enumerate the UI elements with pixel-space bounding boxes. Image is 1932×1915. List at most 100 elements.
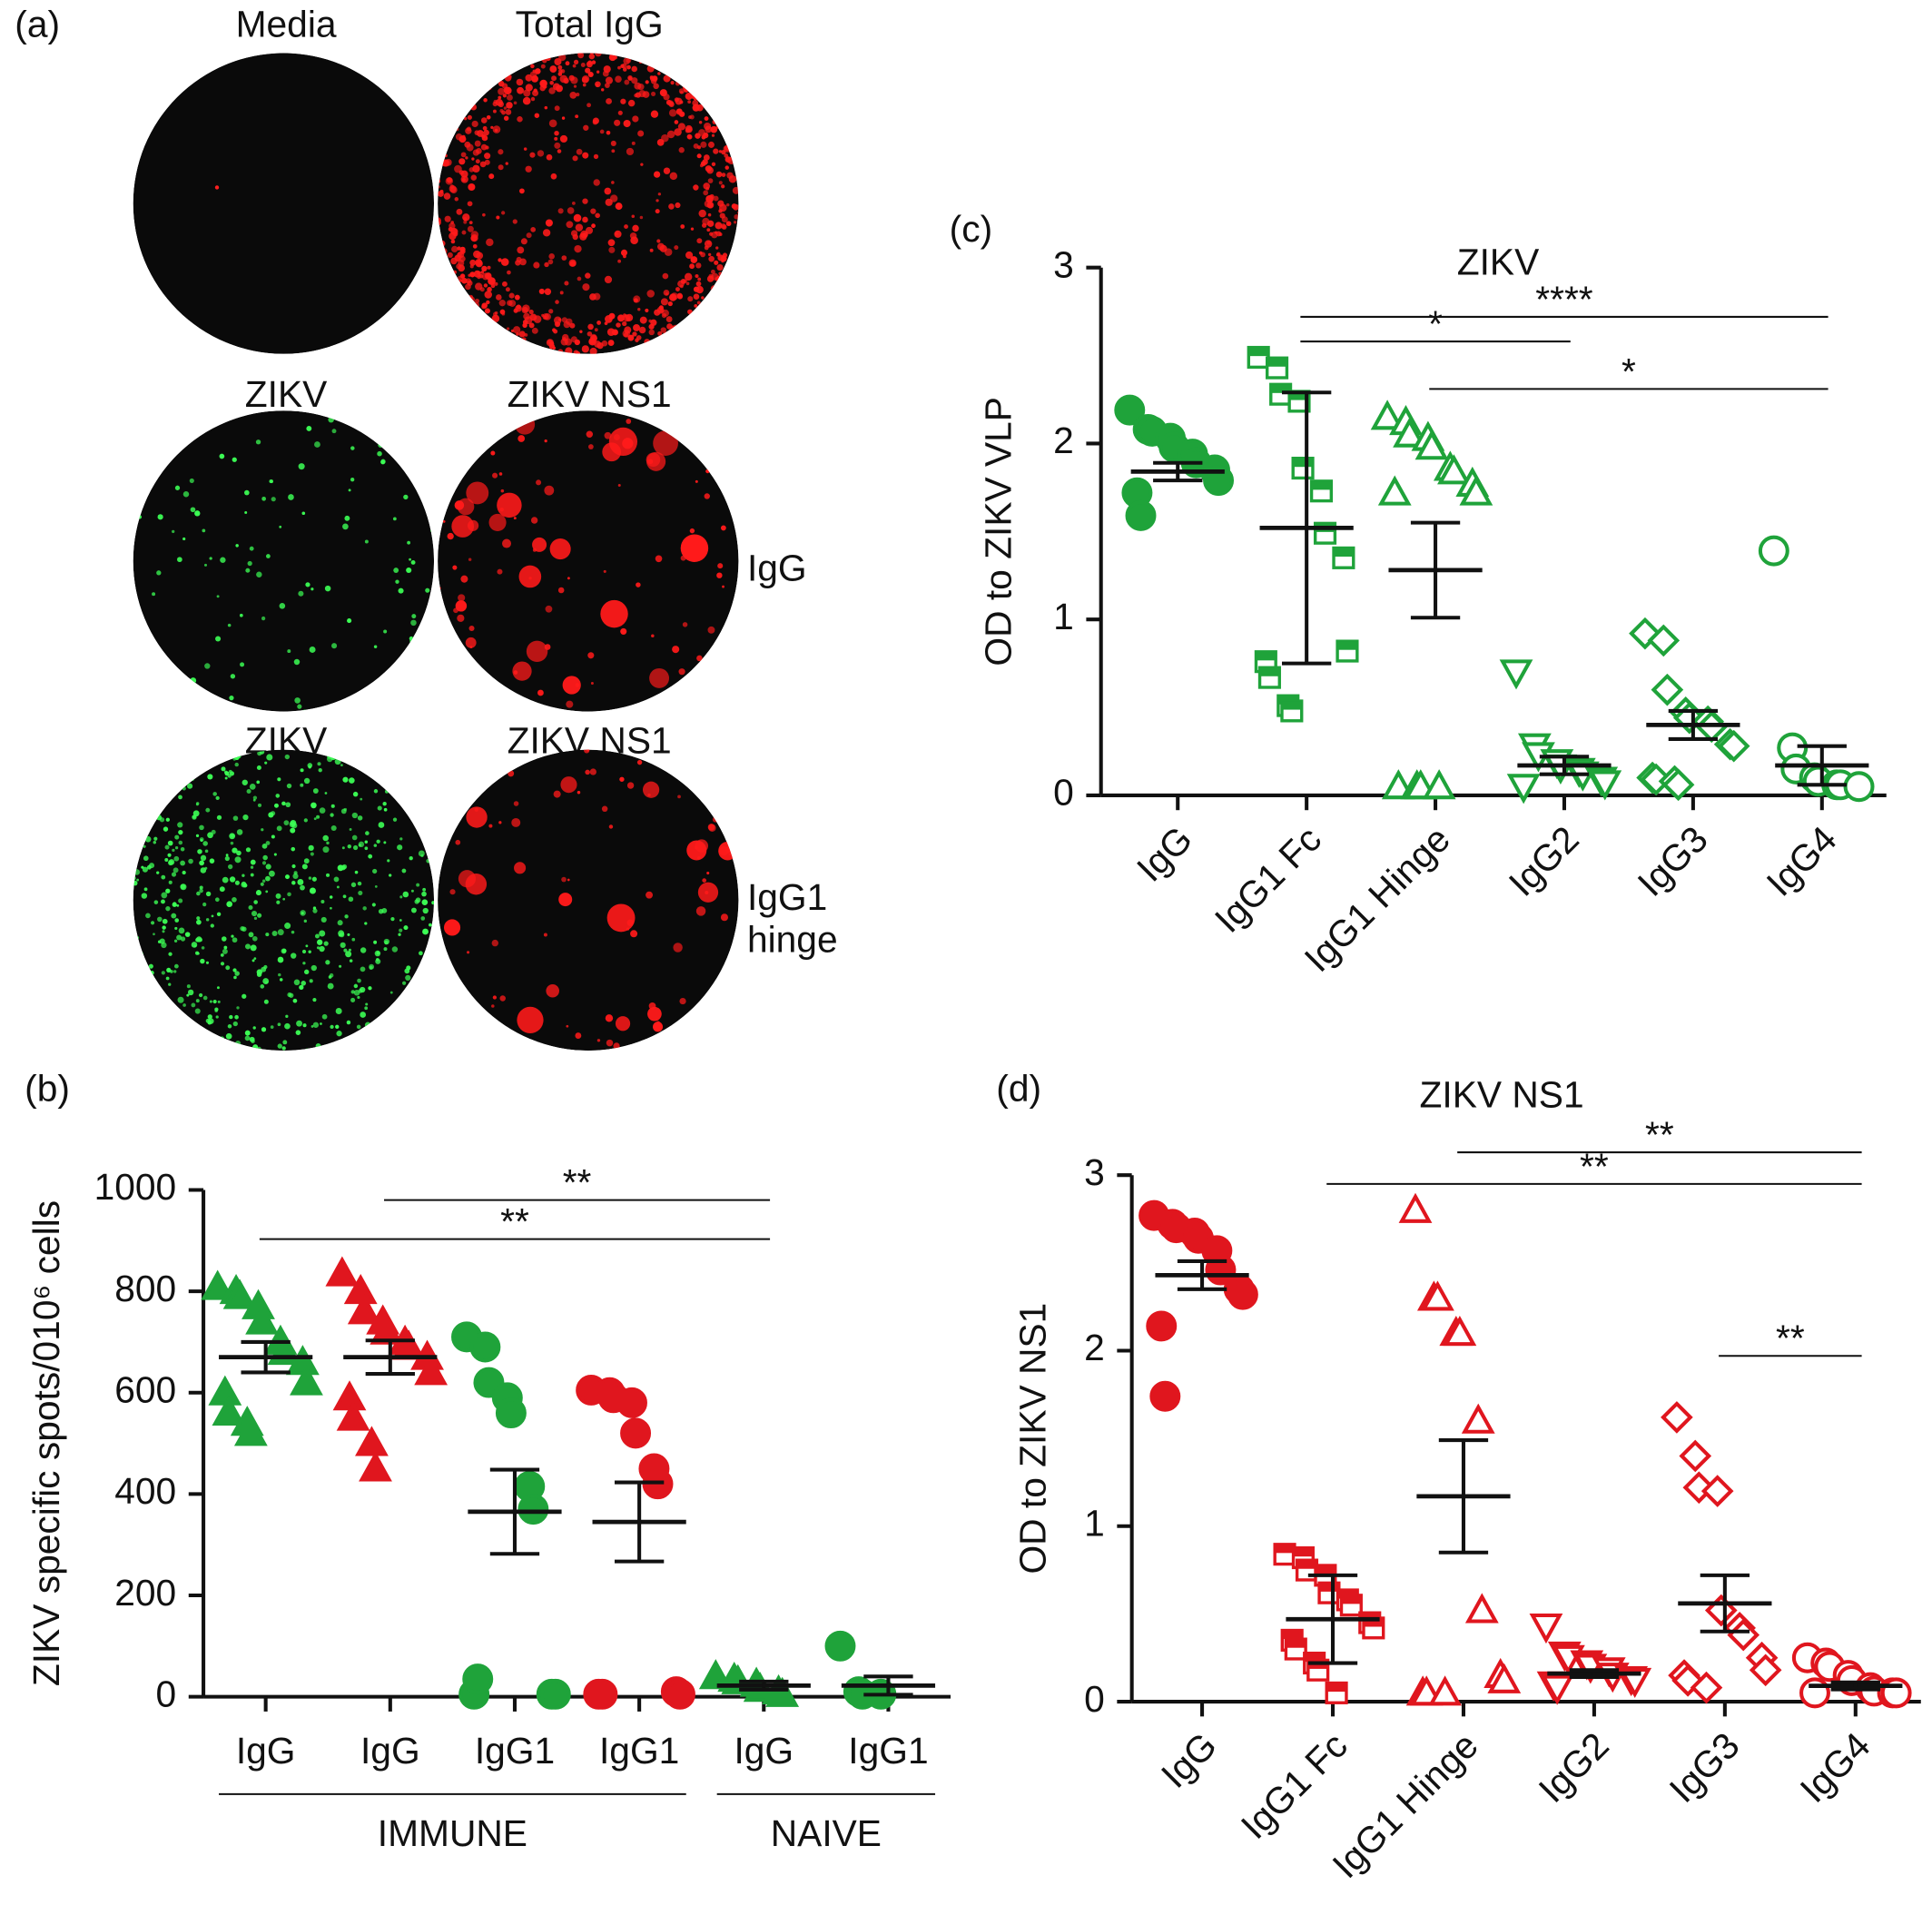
spot [696,301,701,305]
spot [615,1016,631,1032]
spot [513,308,518,313]
data-point [1506,774,1541,804]
spot [727,156,735,164]
spot [626,419,632,424]
spot [647,1006,662,1022]
well [438,53,739,354]
spot [620,64,625,69]
spot [512,219,518,224]
spot [153,841,157,844]
spot [549,81,554,85]
spot [220,953,224,957]
y-axis-label: ZIKV specific spots/010⁶ cells [25,1200,67,1686]
spot [648,329,655,336]
spot [409,855,413,861]
spot [707,626,715,634]
spot [669,325,675,331]
spot [240,925,245,932]
y-tick-label: 3 [1053,243,1074,285]
spot [205,918,210,922]
spot [472,149,479,156]
spot [557,64,563,70]
spot [182,491,190,498]
spot [481,134,488,142]
spot [225,1032,232,1040]
spot [223,945,228,950]
spot [506,327,510,331]
spot [235,544,239,548]
spot [492,472,498,479]
spot [144,835,152,843]
spot [672,646,680,654]
spot [662,272,669,280]
spot [202,528,206,533]
data-point [1758,535,1789,567]
y-tick-label: 2 [1053,420,1074,461]
spot [282,897,286,901]
spot [455,600,468,612]
spot [303,919,308,923]
spot [324,585,331,592]
spot [639,215,644,220]
spot [271,930,278,937]
spot [414,899,419,904]
spot [293,979,301,986]
spot [577,790,581,795]
spot [514,862,527,874]
spot [687,100,692,104]
spot [416,883,420,887]
spot [162,918,168,924]
spot [617,65,621,70]
marker-fill [1334,548,1354,558]
spot [260,882,264,886]
spot [637,308,641,311]
well-images [133,53,739,1051]
spot [541,313,545,318]
spot [693,293,700,301]
spot [498,95,502,100]
spot [554,130,559,136]
spot [373,844,378,847]
spot [620,249,628,256]
spot [302,1023,307,1028]
spot [244,943,251,950]
spot [297,879,304,885]
spot [210,923,214,928]
spot [279,525,282,528]
spot [305,1048,309,1051]
spot [468,167,475,173]
spot [458,870,477,888]
spot [268,812,274,818]
spot [593,153,599,160]
spot [707,212,712,217]
spot [529,71,537,79]
spot [591,60,596,64]
spot [402,891,409,898]
spot [669,293,677,301]
spot [443,919,461,936]
data-point [1146,1310,1178,1342]
spot [589,347,597,354]
spot [351,834,358,841]
spot [530,517,538,524]
spot [724,165,729,170]
spot [561,116,566,120]
spot [461,277,468,284]
spot [593,179,600,186]
spot [533,315,542,323]
spot [196,891,201,896]
spot [374,950,381,957]
spot [420,916,426,921]
spot [712,119,717,124]
spot [265,981,269,984]
spot [653,430,678,456]
spot [494,281,498,286]
data-point [1843,771,1875,803]
spot [395,579,399,584]
spot [669,172,678,181]
spot [316,946,320,950]
x-tick-label: IgG1 [475,1730,555,1772]
spot [518,435,526,442]
spot [442,520,446,523]
y-tick-label: 0 [1084,1678,1105,1720]
